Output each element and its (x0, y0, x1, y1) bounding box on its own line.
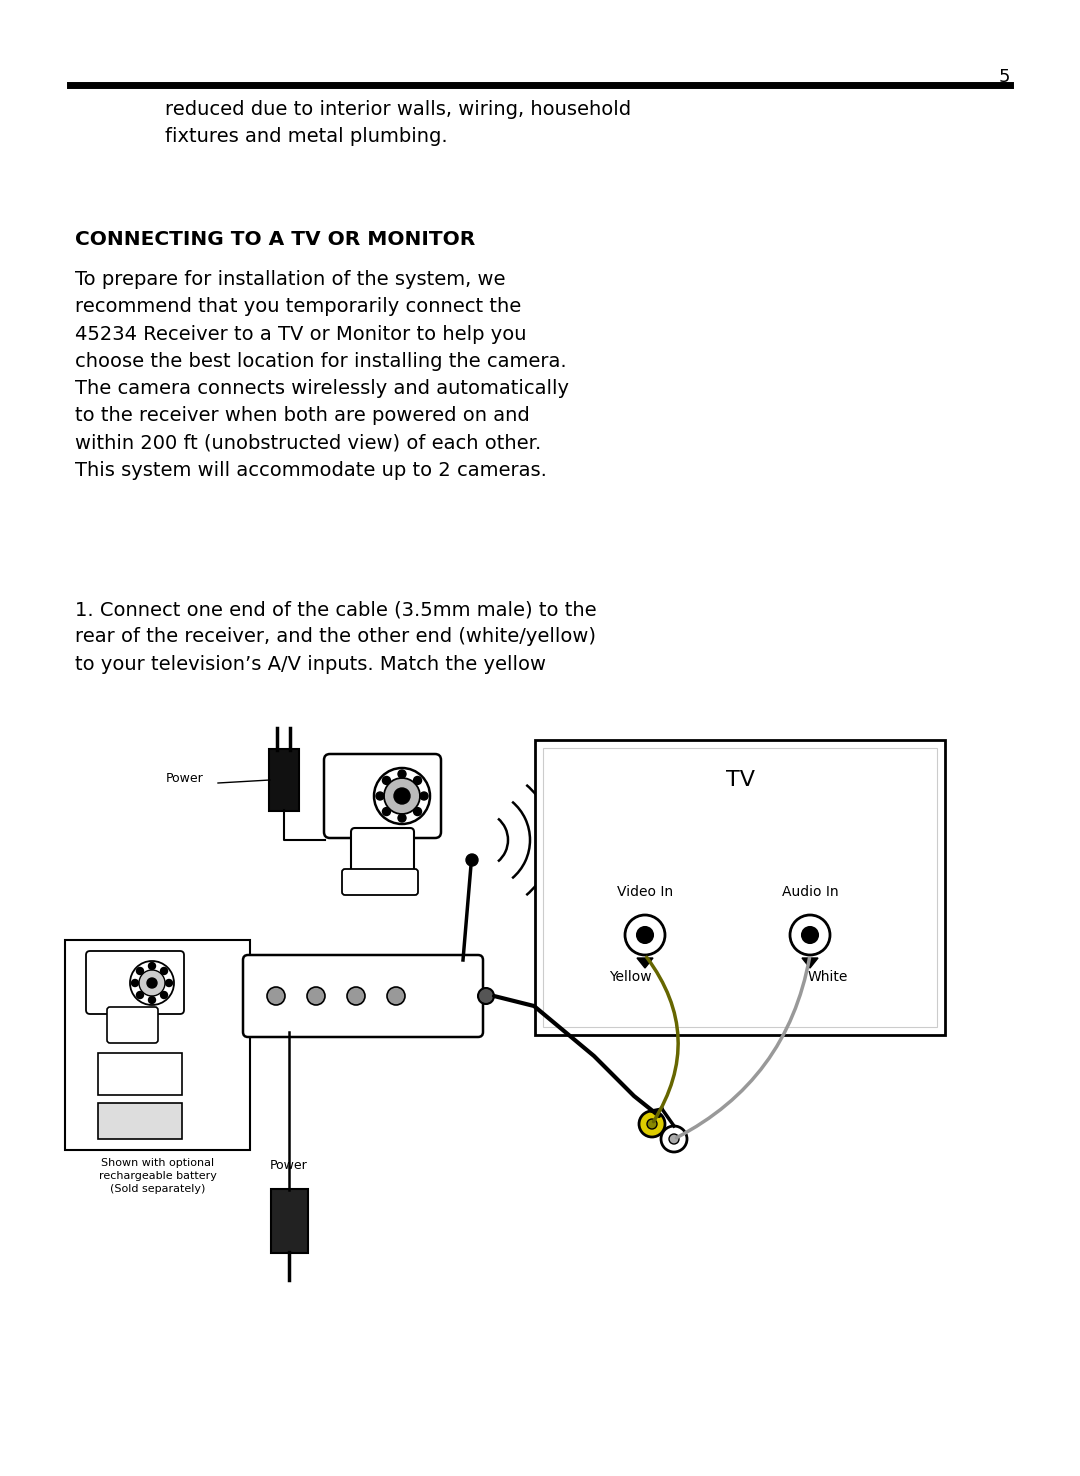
Circle shape (420, 793, 428, 800)
Circle shape (376, 793, 384, 800)
Circle shape (669, 1134, 679, 1144)
FancyBboxPatch shape (107, 1007, 158, 1044)
Circle shape (161, 967, 167, 974)
Text: 5: 5 (999, 68, 1010, 86)
Text: Audio In: Audio In (782, 886, 838, 899)
Text: Power: Power (166, 772, 204, 785)
Circle shape (149, 962, 156, 970)
FancyBboxPatch shape (271, 1190, 308, 1253)
Circle shape (478, 987, 494, 1004)
Polygon shape (802, 958, 818, 968)
Circle shape (382, 807, 391, 816)
Text: 1. Connect one end of the cable (3.5mm male) to the
rear of the receiver, and th: 1. Connect one end of the cable (3.5mm m… (75, 601, 596, 673)
Circle shape (161, 992, 167, 999)
Circle shape (136, 967, 144, 974)
Circle shape (139, 970, 165, 996)
Circle shape (374, 768, 430, 824)
Text: Power: Power (270, 1159, 308, 1172)
Circle shape (149, 996, 156, 1004)
Circle shape (384, 778, 420, 813)
Circle shape (382, 776, 391, 784)
FancyBboxPatch shape (543, 748, 937, 1027)
Text: Shown with optional
rechargeable battery
(Sold separately): Shown with optional rechargeable battery… (98, 1159, 216, 1194)
Circle shape (130, 961, 174, 1005)
Text: Video In: Video In (617, 886, 673, 899)
FancyBboxPatch shape (98, 1103, 183, 1139)
Circle shape (639, 1111, 665, 1137)
Text: CONNECTING TO A TV OR MONITOR: CONNECTING TO A TV OR MONITOR (75, 230, 475, 249)
Text: White: White (808, 970, 848, 984)
Text: TV: TV (726, 770, 755, 790)
Circle shape (414, 807, 421, 816)
FancyBboxPatch shape (243, 955, 483, 1038)
FancyBboxPatch shape (65, 940, 249, 1150)
Circle shape (387, 987, 405, 1005)
FancyBboxPatch shape (98, 1052, 183, 1095)
Circle shape (789, 915, 831, 955)
Circle shape (637, 927, 653, 943)
FancyBboxPatch shape (324, 754, 441, 838)
Circle shape (414, 776, 421, 784)
FancyBboxPatch shape (342, 869, 418, 894)
FancyBboxPatch shape (351, 828, 414, 875)
Circle shape (132, 980, 138, 986)
Circle shape (267, 987, 285, 1005)
Circle shape (647, 1119, 657, 1129)
Circle shape (625, 915, 665, 955)
Circle shape (465, 855, 478, 866)
Circle shape (147, 979, 157, 987)
FancyBboxPatch shape (86, 951, 184, 1014)
Text: To prepare for installation of the system, we
recommend that you temporarily con: To prepare for installation of the syste… (75, 270, 569, 480)
Circle shape (347, 987, 365, 1005)
Circle shape (802, 927, 818, 943)
Circle shape (394, 788, 410, 804)
Circle shape (399, 813, 406, 822)
Circle shape (399, 770, 406, 778)
Text: reduced due to interior walls, wiring, household
    fixtures and metal plumbing: reduced due to interior walls, wiring, h… (140, 100, 631, 146)
Circle shape (136, 992, 144, 999)
Circle shape (165, 980, 173, 986)
Text: Yellow: Yellow (609, 970, 651, 984)
Polygon shape (637, 958, 653, 968)
FancyBboxPatch shape (535, 739, 945, 1035)
Circle shape (307, 987, 325, 1005)
FancyBboxPatch shape (269, 748, 299, 810)
Circle shape (661, 1126, 687, 1151)
